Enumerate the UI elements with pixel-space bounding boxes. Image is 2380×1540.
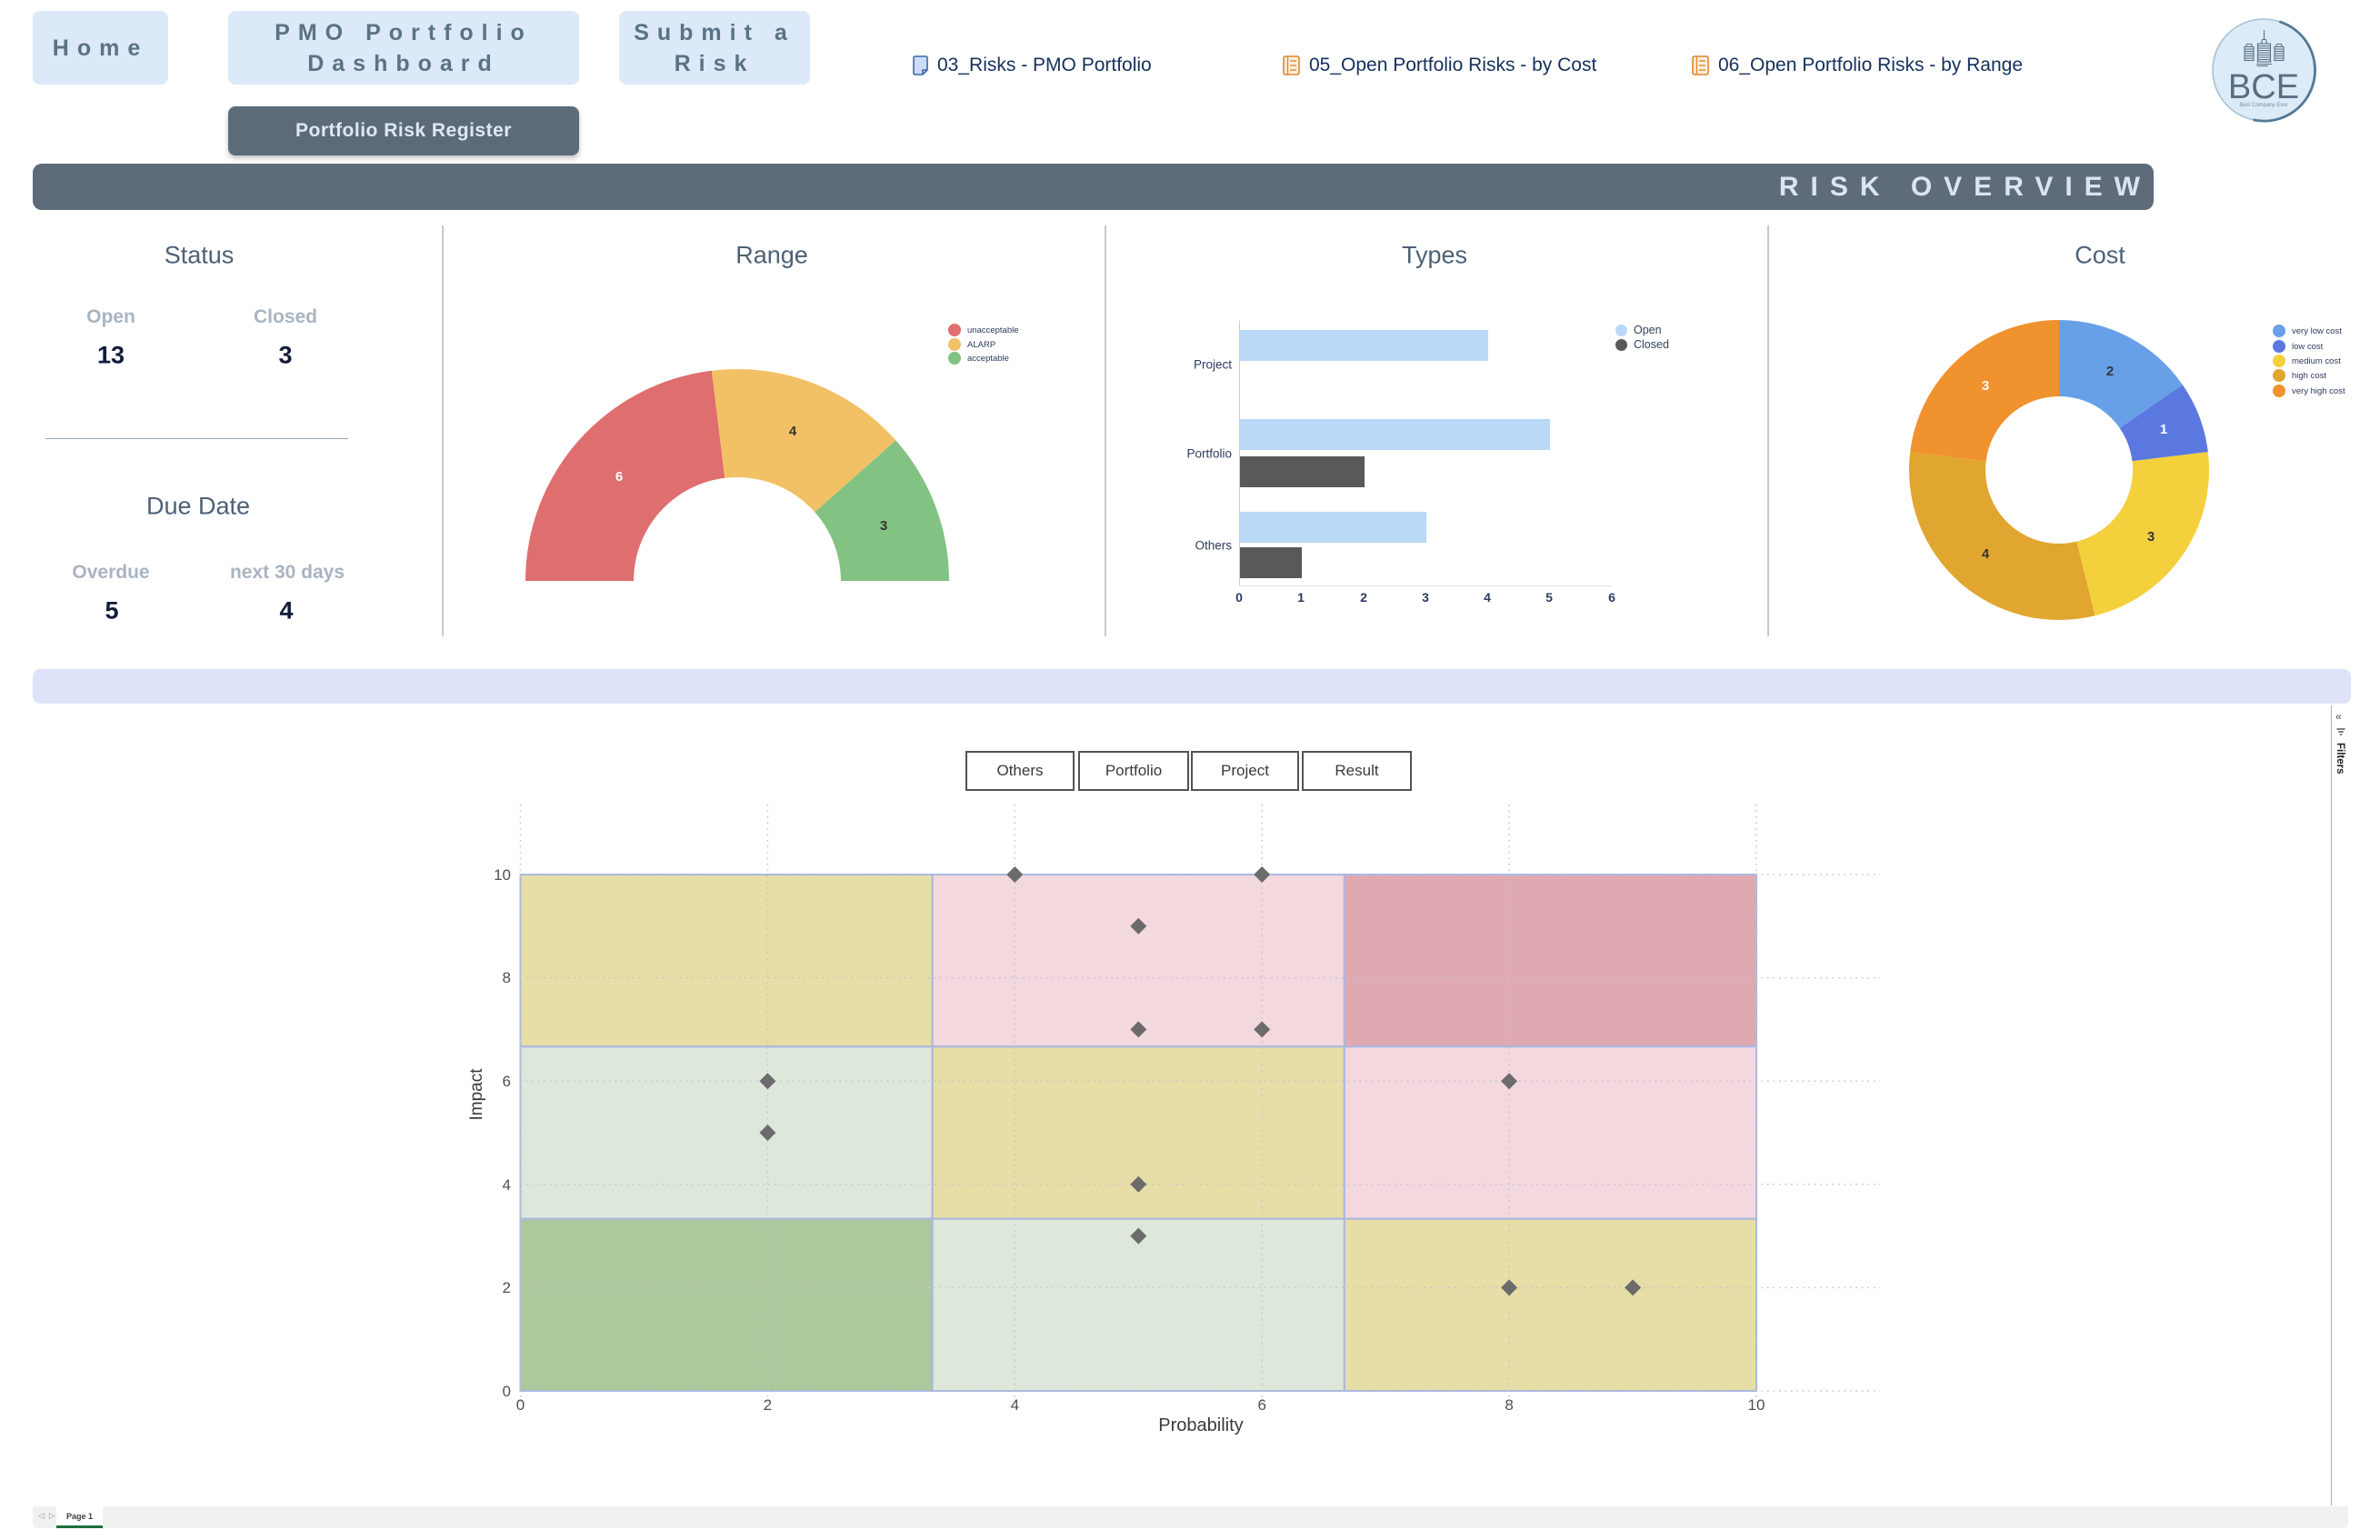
svg-text:6: 6	[503, 1073, 511, 1090]
svg-text:2: 2	[503, 1279, 511, 1296]
svg-text:Probability: Probability	[1158, 1415, 1243, 1435]
svg-text:1: 1	[2160, 422, 2167, 437]
svg-text:10: 10	[1748, 1396, 1765, 1414]
svg-text:10: 10	[494, 866, 511, 884]
svg-text:4: 4	[503, 1176, 511, 1194]
svg-text:2: 2	[2106, 364, 2114, 379]
svg-text:6: 6	[1257, 1396, 1265, 1414]
svg-text:3: 3	[2147, 529, 2155, 545]
svg-text:0: 0	[516, 1396, 525, 1414]
svg-text:8: 8	[1505, 1396, 1513, 1414]
svg-text:8: 8	[503, 969, 511, 986]
svg-text:6: 6	[615, 469, 623, 485]
svg-text:4: 4	[1011, 1396, 1019, 1414]
svg-text:4: 4	[1982, 546, 1990, 562]
svg-text:3: 3	[1982, 378, 1989, 394]
svg-text:2: 2	[764, 1396, 772, 1414]
svg-text:Best Company Ever: Best Company Ever	[2239, 103, 2287, 108]
svg-text:0: 0	[503, 1383, 511, 1400]
svg-text:3: 3	[880, 518, 887, 534]
svg-text:BCE: BCE	[2228, 68, 2299, 106]
svg-text:Impact: Impact	[467, 1068, 486, 1121]
svg-text:4: 4	[789, 424, 797, 439]
